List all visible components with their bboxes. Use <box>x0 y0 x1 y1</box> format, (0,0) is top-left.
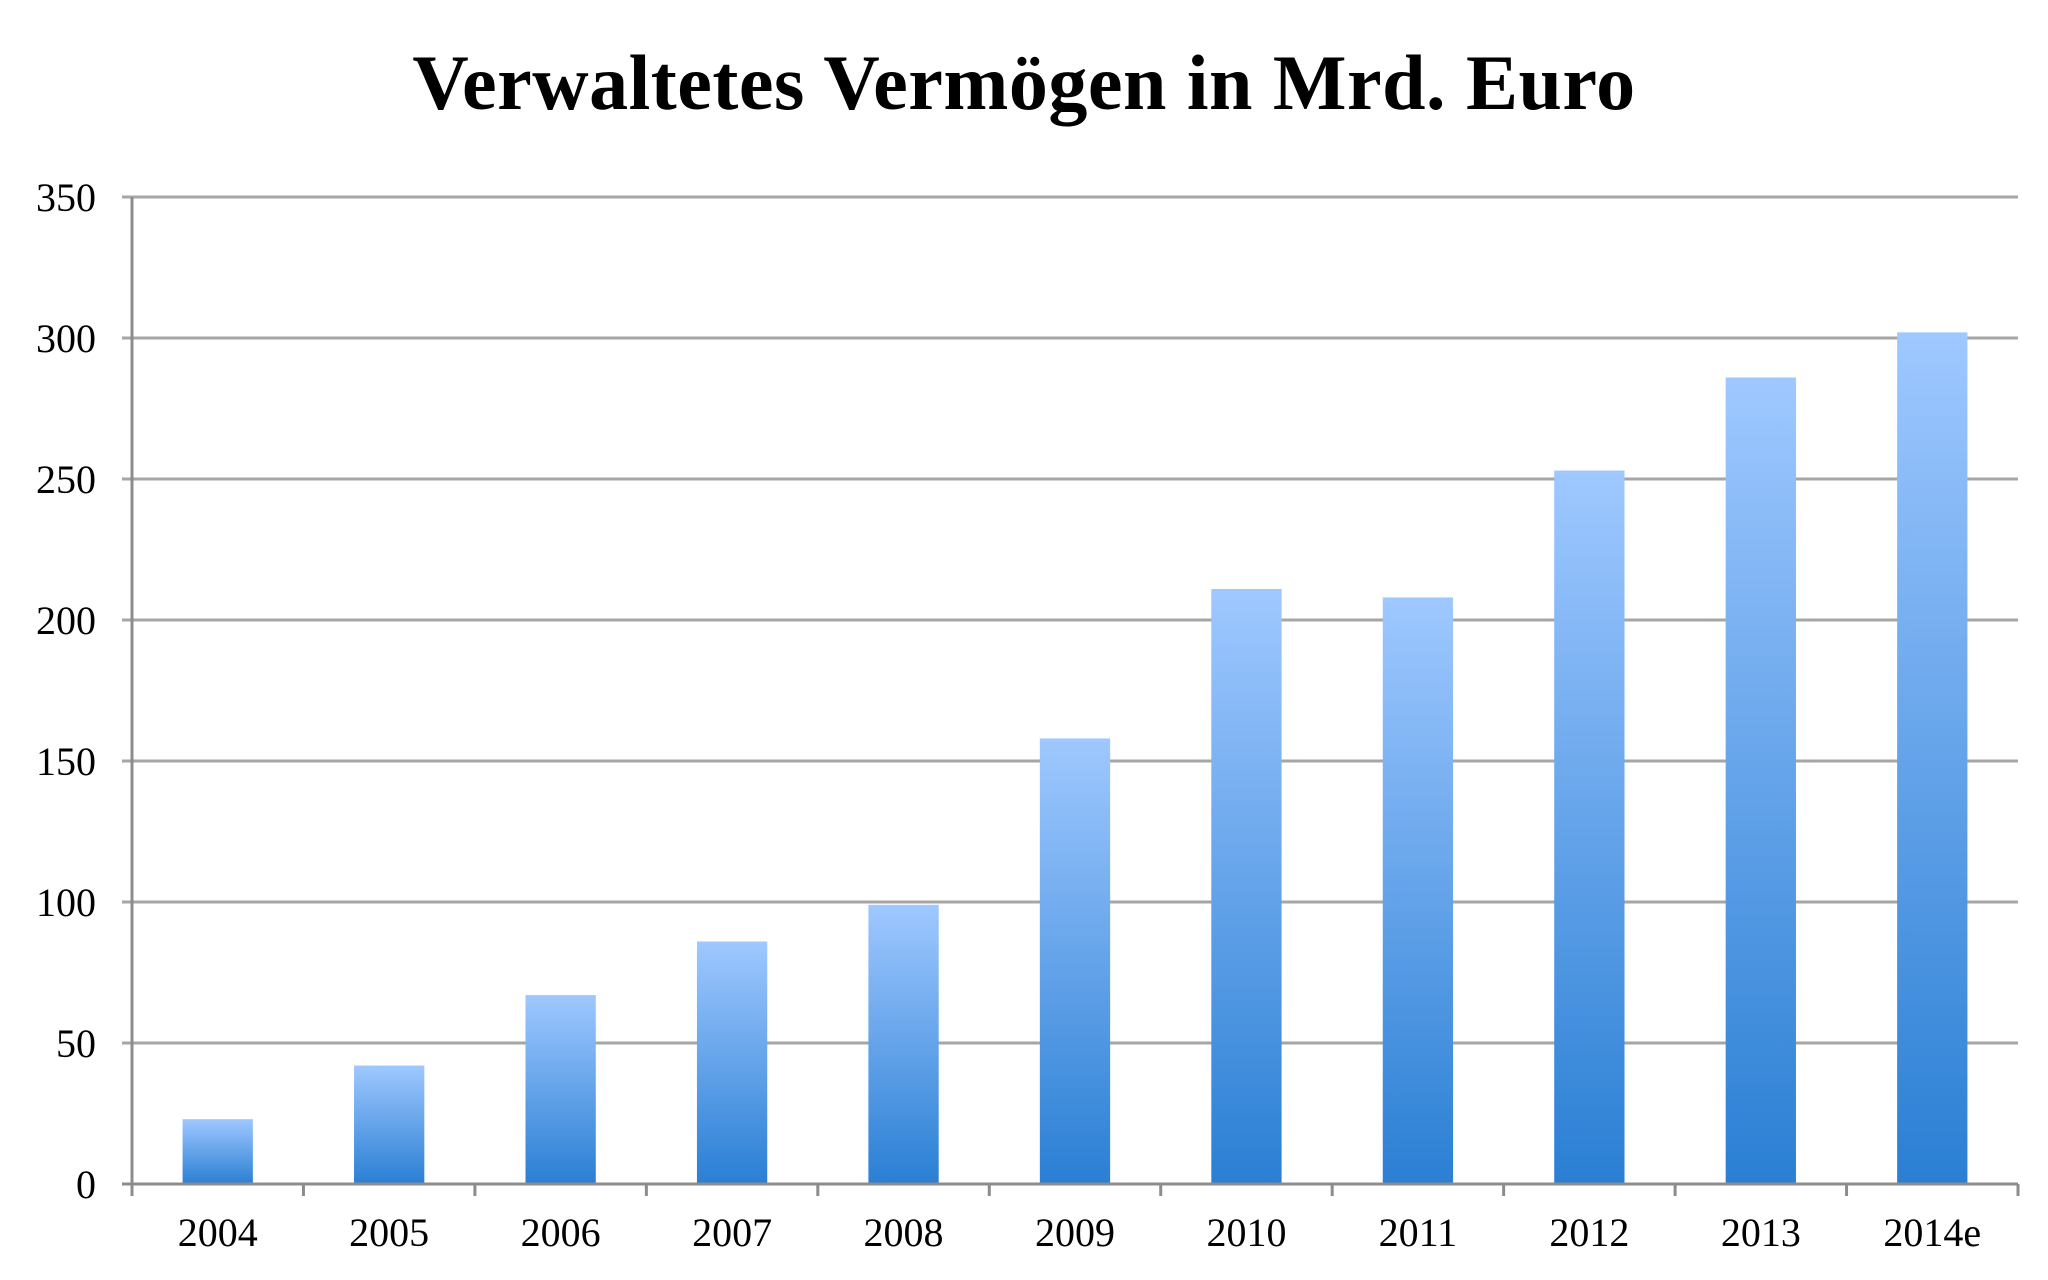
y-tick-label: 0 <box>76 1162 96 1207</box>
bar-2007 <box>696 941 768 1184</box>
tick-labels: 0 50 100 150 200 250 300 350 2004 2005 2006 2007 200… <box>36 175 1981 1255</box>
y-tick-label: 150 <box>36 739 96 784</box>
bar-2011 <box>1382 597 1454 1184</box>
x-tick-label: 2008 <box>864 1210 944 1255</box>
y-tick-label: 100 <box>36 880 96 925</box>
y-tick-label: 350 <box>36 175 96 220</box>
y-tick-label: 50 <box>56 1021 96 1066</box>
bar-2013 <box>1725 377 1796 1185</box>
x-tick-label: 2007 <box>692 1210 772 1255</box>
x-tick-label: 2013 <box>1721 1210 1801 1255</box>
x-tick-label: 2005 <box>349 1210 429 1255</box>
chart-title: Verwaltetes Vermögen in Mrd. Euro <box>412 39 1636 126</box>
x-tick-label: 2014e <box>1883 1210 1981 1255</box>
bar-2004 <box>182 1119 253 1184</box>
y-tick-label: 200 <box>36 598 96 643</box>
bar-2009 <box>1039 738 1111 1184</box>
bar-2012 <box>1554 470 1625 1184</box>
bar-2008 <box>868 904 939 1184</box>
bars <box>182 332 1968 1185</box>
x-tick-label: 2006 <box>521 1210 601 1255</box>
y-tick-label: 300 <box>36 316 96 361</box>
bar-2010 <box>1211 588 1282 1184</box>
x-tick-label: 2011 <box>1379 1210 1458 1255</box>
bar-2006 <box>525 995 596 1184</box>
x-tick-label: 2012 <box>1549 1210 1629 1255</box>
bar-2005 <box>354 1065 425 1184</box>
y-tick-label: 250 <box>36 457 96 502</box>
x-tick-label: 2010 <box>1206 1210 1286 1255</box>
axes <box>122 197 2020 1196</box>
x-tick-label: 2009 <box>1035 1210 1115 1255</box>
x-tick-label: 2004 <box>178 1210 258 1255</box>
bar-2014e <box>1897 332 1968 1184</box>
